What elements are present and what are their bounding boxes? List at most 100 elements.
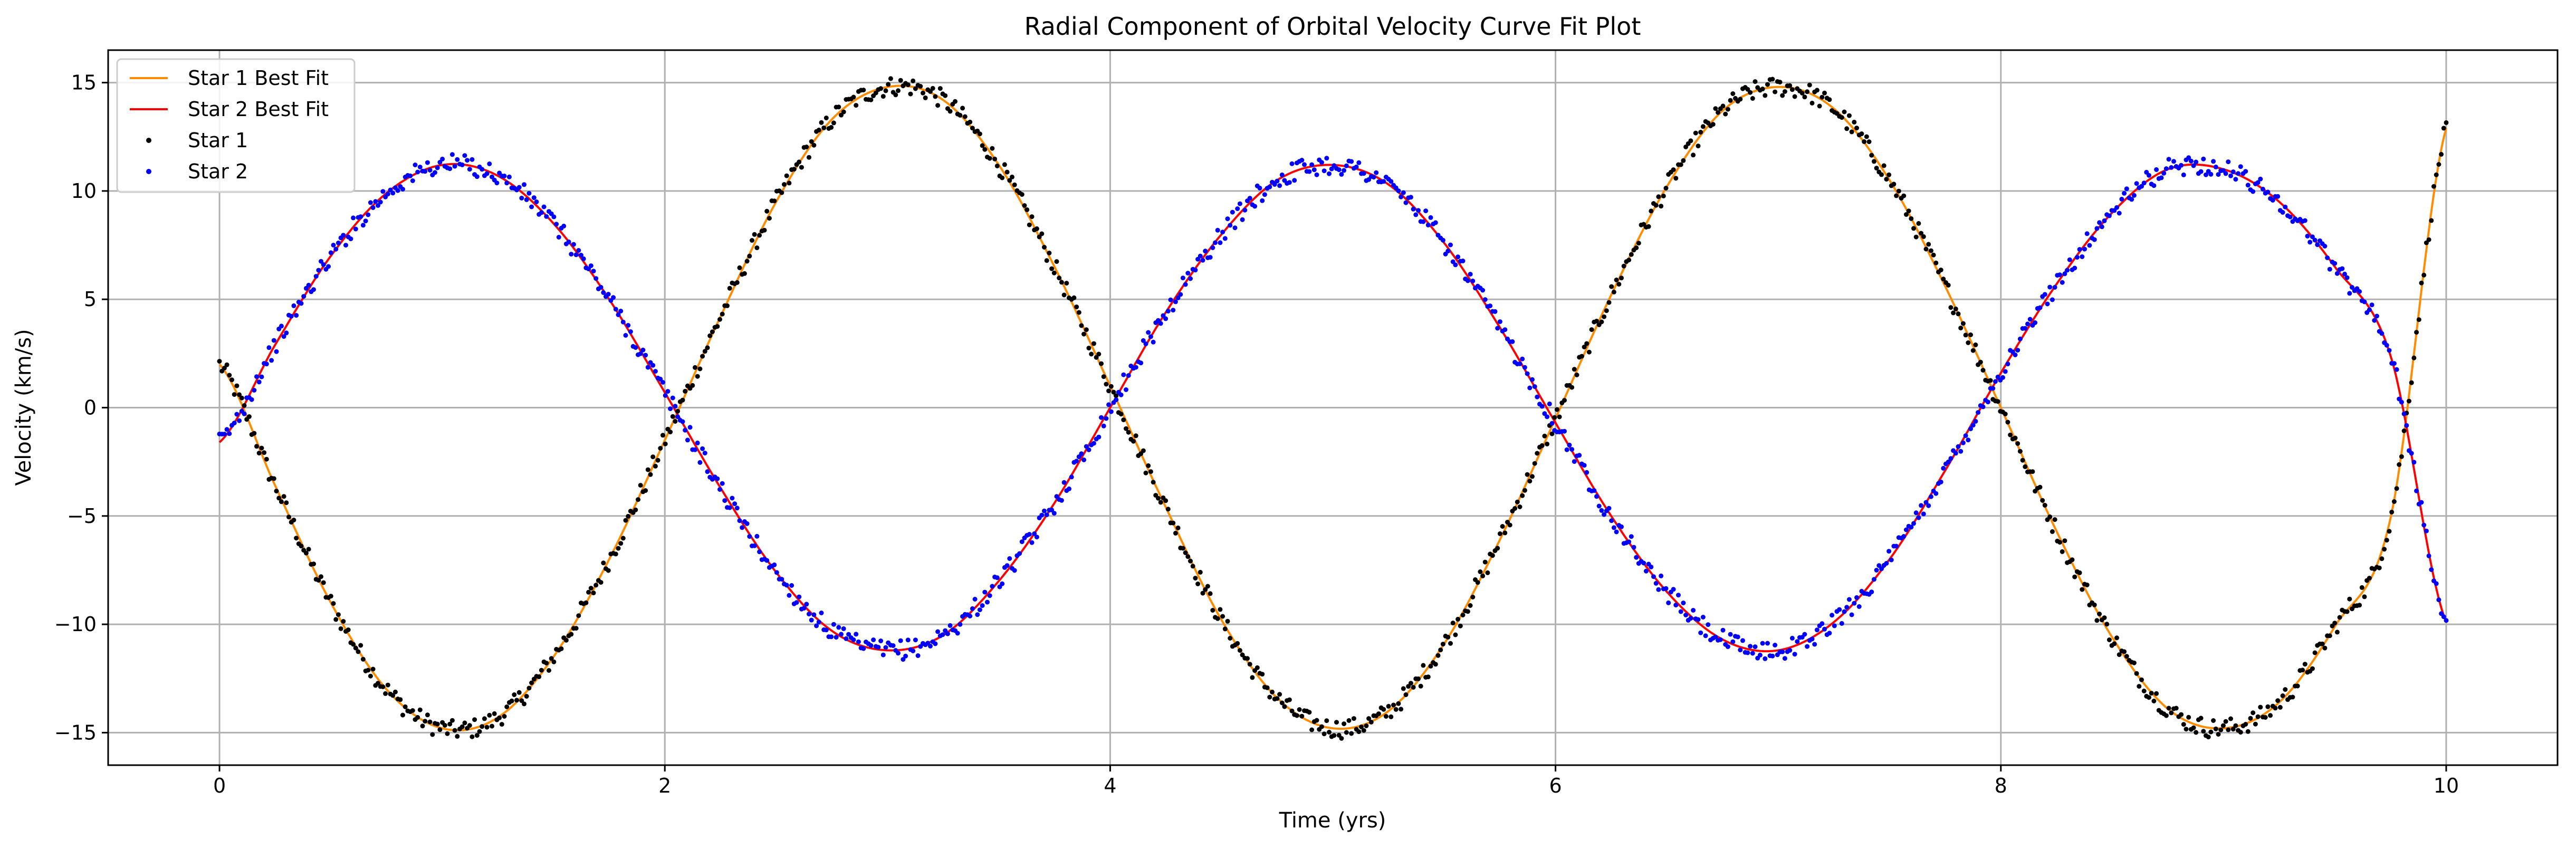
star2-point (1061, 480, 1067, 485)
star2-point (2201, 156, 2206, 161)
star1-point (1270, 689, 1275, 694)
star2-point (1634, 555, 1639, 560)
star1-point (1039, 231, 1045, 236)
star2-point (569, 252, 574, 257)
star1-point (360, 656, 366, 662)
star2-point (2230, 169, 2236, 175)
star1-point (576, 613, 581, 618)
star2-point (1666, 600, 1671, 605)
star2-point (1842, 609, 1847, 614)
star2-point (990, 584, 995, 589)
star2-point (1725, 644, 1730, 649)
star1-point (2399, 454, 2404, 459)
star2-point (279, 323, 284, 329)
star2-point (1007, 556, 1012, 561)
star1-point (1760, 87, 1765, 92)
star2-point (1814, 627, 1820, 633)
star2-point (1856, 604, 1862, 609)
star1-point (2104, 622, 2110, 627)
star2-point (1525, 371, 1530, 376)
star1-point (2230, 727, 2236, 732)
star2-point (1311, 167, 1317, 173)
star1-point (1586, 349, 1592, 355)
star1-point (1978, 359, 1983, 365)
star2-point (425, 160, 430, 165)
star1-point (2023, 464, 2028, 469)
star1-point (246, 414, 252, 419)
legend-label-star2-points: Star 2 (188, 160, 248, 183)
star1-point (1700, 124, 1706, 129)
star2-point (839, 632, 844, 637)
star2-point (977, 607, 982, 613)
star1-point (2112, 641, 2117, 646)
star1-point (1433, 662, 1438, 667)
star1-point (2245, 729, 2251, 734)
star2-point (1388, 179, 1394, 184)
star2-point (2347, 291, 2352, 296)
star2-point (2072, 265, 2077, 271)
star1-point (1738, 97, 1743, 102)
star2-point (1339, 171, 1344, 177)
star1-point (2050, 529, 2055, 534)
star2-point (1277, 183, 1282, 188)
star1-point (1653, 203, 1659, 208)
star2-point (1681, 601, 1686, 606)
star1-point (1562, 398, 1567, 403)
star1-point (1862, 139, 1867, 144)
star1-point (2268, 713, 2273, 718)
star2-point (1180, 275, 1185, 281)
star2-point (697, 460, 703, 465)
star1-point (1425, 674, 1431, 680)
star2-point (1272, 182, 1277, 187)
star2-point (1067, 486, 1071, 491)
star1-point (1894, 193, 1899, 198)
star2-point (1745, 650, 1750, 655)
star1-point (1614, 278, 1619, 282)
star2-point (2441, 614, 2446, 620)
star1-point (591, 590, 596, 596)
star2-point (1299, 158, 1305, 163)
star1-point (1606, 300, 1612, 305)
star1-point (1386, 703, 1391, 709)
star1-point (1458, 623, 1463, 628)
star2-point (311, 287, 316, 292)
star1-point (447, 721, 453, 727)
star2-point (1653, 580, 1659, 586)
star1-point (1465, 609, 1470, 614)
star1-point (499, 722, 504, 727)
star2-point (2060, 280, 2065, 285)
star2-point (2181, 172, 2186, 177)
star1-point (1309, 727, 1315, 732)
star2-point (987, 593, 992, 598)
star1-point (1314, 718, 1319, 723)
star1-point (896, 88, 901, 93)
star1-point (2273, 706, 2278, 711)
star2-point (593, 276, 599, 281)
star2-point (526, 190, 532, 196)
star1-point (1297, 707, 1302, 712)
star2-point (1663, 586, 1669, 591)
star1-point (1104, 382, 1109, 387)
star1-point (392, 689, 398, 694)
star1-point (1042, 245, 1047, 250)
star2-point (633, 345, 638, 350)
star2-point (2119, 196, 2124, 202)
star1-point (720, 311, 725, 317)
star1-point (1393, 707, 1399, 712)
x-tick-label: 6 (1549, 774, 1562, 797)
star2-point (1126, 373, 1131, 378)
star1-point (526, 685, 532, 691)
star1-point (583, 600, 589, 605)
star1-point (663, 441, 668, 446)
star1-point (1188, 558, 1193, 564)
star2-point (291, 303, 296, 308)
star1-point (480, 724, 485, 729)
star1-point (537, 674, 542, 679)
star2-point (1242, 207, 1248, 213)
star1-point (1215, 616, 1220, 621)
star1-point (1146, 463, 1151, 468)
star2-point (2102, 218, 2107, 223)
star2-point (620, 319, 626, 325)
star1-point (782, 182, 787, 187)
